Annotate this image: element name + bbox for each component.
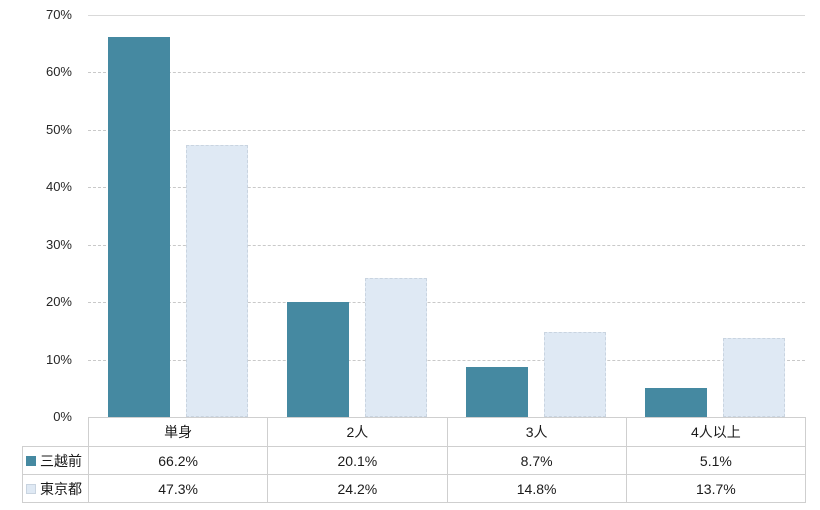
value-cell: 5.1% — [625, 446, 806, 475]
y-axis-tick-label: 10% — [45, 351, 72, 367]
y-axis-tick-label: 70% — [45, 7, 72, 22]
bar — [645, 387, 708, 417]
bar — [544, 332, 607, 417]
grid-line — [88, 359, 805, 361]
grid-line — [88, 72, 805, 74]
value-cell: 20.1% — [267, 446, 448, 475]
bar — [286, 301, 349, 417]
series-name: 東京都 — [40, 481, 82, 497]
grid-line — [88, 129, 805, 131]
legend-swatch-icon — [26, 484, 36, 495]
category-header-cell: 2人 — [267, 417, 448, 447]
category-header-cell: 3人 — [446, 417, 627, 447]
category-header-cell: 4人以上 — [625, 417, 806, 447]
y-axis-tick-label: 20% — [45, 294, 72, 310]
series-label-cell: 東京都 — [22, 474, 89, 503]
grid-line — [88, 187, 805, 189]
bar — [723, 338, 786, 417]
value-cell: 14.8% — [446, 474, 627, 503]
y-axis-tick-label: 50% — [45, 121, 72, 137]
y-axis-tick-label: 60% — [45, 64, 72, 80]
bar — [466, 367, 529, 417]
grid-line — [88, 302, 805, 304]
grid-line — [88, 15, 805, 16]
series-label-cell: 三越前 — [22, 446, 89, 475]
bar — [107, 36, 170, 417]
category-header-cell: 単身 — [88, 417, 269, 447]
y-axis-tick-label: 0% — [53, 409, 72, 424]
grid-line — [88, 244, 805, 246]
series-name: 三越前 — [40, 453, 82, 469]
value-cell: 66.2% — [88, 446, 269, 475]
value-cell: 24.2% — [267, 474, 448, 503]
y-axis-tick-label: 40% — [45, 179, 72, 195]
value-cell: 47.3% — [88, 474, 269, 503]
bar — [185, 145, 248, 417]
value-cell: 13.7% — [625, 474, 806, 503]
bar — [364, 278, 427, 417]
legend-swatch-icon — [26, 456, 36, 467]
value-cell: 8.7% — [446, 446, 627, 475]
y-axis-tick-label: 30% — [45, 236, 72, 252]
